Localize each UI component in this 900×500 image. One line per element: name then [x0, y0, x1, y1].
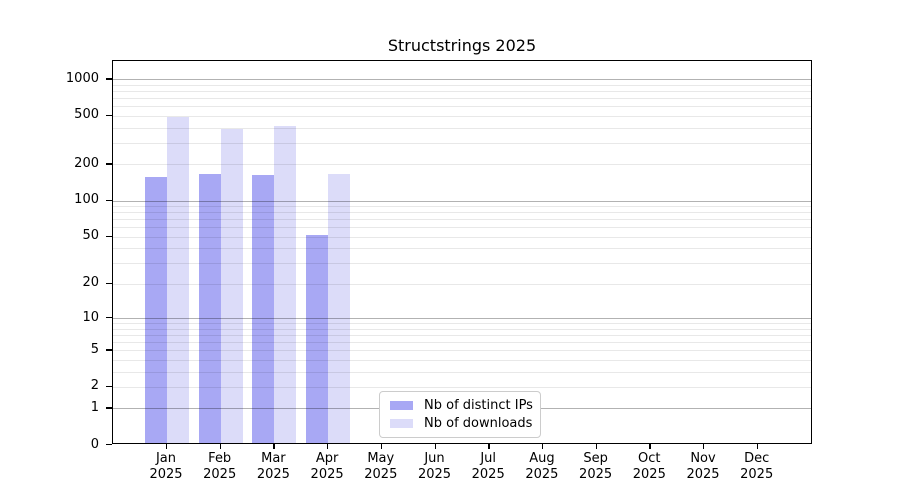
y-tick-label: 5 [90, 341, 99, 357]
y-tick-label: 1000 [65, 70, 99, 86]
y-tick-label: 10 [82, 309, 99, 325]
grid-line [113, 79, 811, 81]
grid-line [113, 263, 811, 265]
grid-line [113, 283, 811, 285]
y-tick-label: 500 [74, 107, 99, 123]
grid-line [113, 115, 811, 117]
x-tick-mark [434, 444, 436, 449]
x-tick-mark [166, 444, 168, 449]
grid-line [113, 341, 811, 343]
bar-feb-distinct-ips [198, 174, 221, 443]
grid-line [113, 127, 811, 129]
y-axis: 0 1 2 5 10 20 50 100 200 500 1000 [0, 60, 112, 452]
x-tick-mark [488, 444, 490, 449]
bar-apr-downloads [328, 174, 351, 443]
x-tick-mark [756, 444, 759, 449]
legend: Nb of distinct IPs Nb of downloads [379, 391, 541, 438]
y-tick-label: 20 [82, 275, 99, 291]
grid-line [113, 106, 811, 108]
grid-line [113, 236, 811, 238]
x-tick-label-apr: Apr 2025 [310, 451, 344, 482]
x-tick-label-sep: Sep 2025 [579, 451, 613, 482]
bar-feb-downloads [220, 129, 243, 443]
grid-line [113, 200, 811, 202]
x-tick-mark [380, 444, 383, 449]
grid-line [113, 84, 811, 86]
y-tick-mark [106, 444, 112, 446]
y-tick-label: 50 [82, 228, 99, 244]
bar-jan-distinct-ips [145, 177, 167, 443]
grid-line [113, 227, 811, 229]
grid-line [113, 334, 811, 336]
x-tick-mark [273, 444, 275, 449]
grid-line [113, 248, 811, 250]
y-tick-label: 200 [74, 155, 99, 171]
legend-swatch-downloads-icon [390, 419, 413, 428]
x-tick-mark [541, 444, 544, 449]
x-tick-label-oct: Oct 2025 [632, 451, 666, 482]
y-tick-label: 2 [90, 378, 99, 394]
legend-label-downloads: Nb of downloads [424, 415, 533, 431]
x-tick-label-jul: Jul 2025 [471, 451, 505, 482]
grid-line [113, 142, 811, 144]
bar-mar-distinct-ips [252, 175, 275, 443]
x-tick-mark [595, 444, 597, 449]
x-tick-mark [327, 444, 329, 449]
x-axis: Jan 2025 Feb 2025 Mar 2025 Apr 2025 May 2025… [112, 444, 812, 500]
x-tick-label-may: May 2025 [364, 451, 398, 482]
legend-label-distinct-ips: Nb of distinct IPs [424, 397, 533, 413]
y-tick-mark [106, 349, 112, 351]
x-tick-label-nov: Nov 2025 [686, 451, 720, 482]
y-tick-mark [106, 385, 112, 388]
plot-area [112, 60, 812, 444]
legend-row-downloads: Nb of downloads [390, 415, 533, 431]
x-tick-label-aug: Aug 2025 [525, 451, 559, 482]
grid-line [113, 98, 811, 100]
x-tick-label-feb: Feb 2025 [203, 451, 237, 482]
grid-line [113, 350, 811, 352]
bar-mar-downloads [274, 125, 297, 443]
x-tick-label-mar: Mar 2025 [256, 451, 290, 482]
grid-line [113, 323, 811, 325]
x-tick-mark [703, 444, 705, 449]
y-tick-mark [106, 317, 112, 319]
grid-line [113, 328, 811, 330]
x-tick-mark [649, 444, 651, 449]
y-tick-mark [106, 235, 112, 238]
bar-jan-downloads [167, 117, 189, 443]
grid-line [113, 206, 811, 208]
grid-line [113, 164, 811, 166]
legend-row-distinct-ips: Nb of distinct IPs [390, 397, 533, 413]
bar-apr-distinct-ips [306, 234, 329, 443]
y-tick-mark [106, 407, 112, 409]
chart-title: Structstrings 2025 [387, 36, 537, 55]
bars-layer [113, 61, 811, 443]
y-tick-label: 100 [74, 192, 99, 208]
y-tick-mark [106, 282, 112, 285]
x-tick-mark [219, 444, 222, 449]
grid-line [113, 386, 811, 388]
y-tick-label: 1 [90, 399, 99, 415]
y-tick-mark [106, 114, 112, 117]
y-tick-mark [106, 78, 112, 80]
grid-line [113, 219, 811, 221]
grid-line [113, 212, 811, 214]
x-tick-label-jun: Jun 2025 [417, 451, 452, 482]
grid-layer [113, 61, 811, 443]
y-tick-mark [106, 163, 112, 165]
y-tick-label: 0 [90, 436, 99, 452]
grid-line [113, 318, 811, 320]
legend-swatch-distinct-ips-icon [390, 401, 413, 410]
grid-line [113, 359, 811, 361]
grid-line [113, 371, 811, 373]
x-tick-label-jan: Jan 2025 [149, 451, 183, 482]
y-tick-mark [106, 199, 112, 202]
x-tick-label-dec: Dec 2025 [740, 451, 774, 482]
grid-line [113, 91, 811, 93]
